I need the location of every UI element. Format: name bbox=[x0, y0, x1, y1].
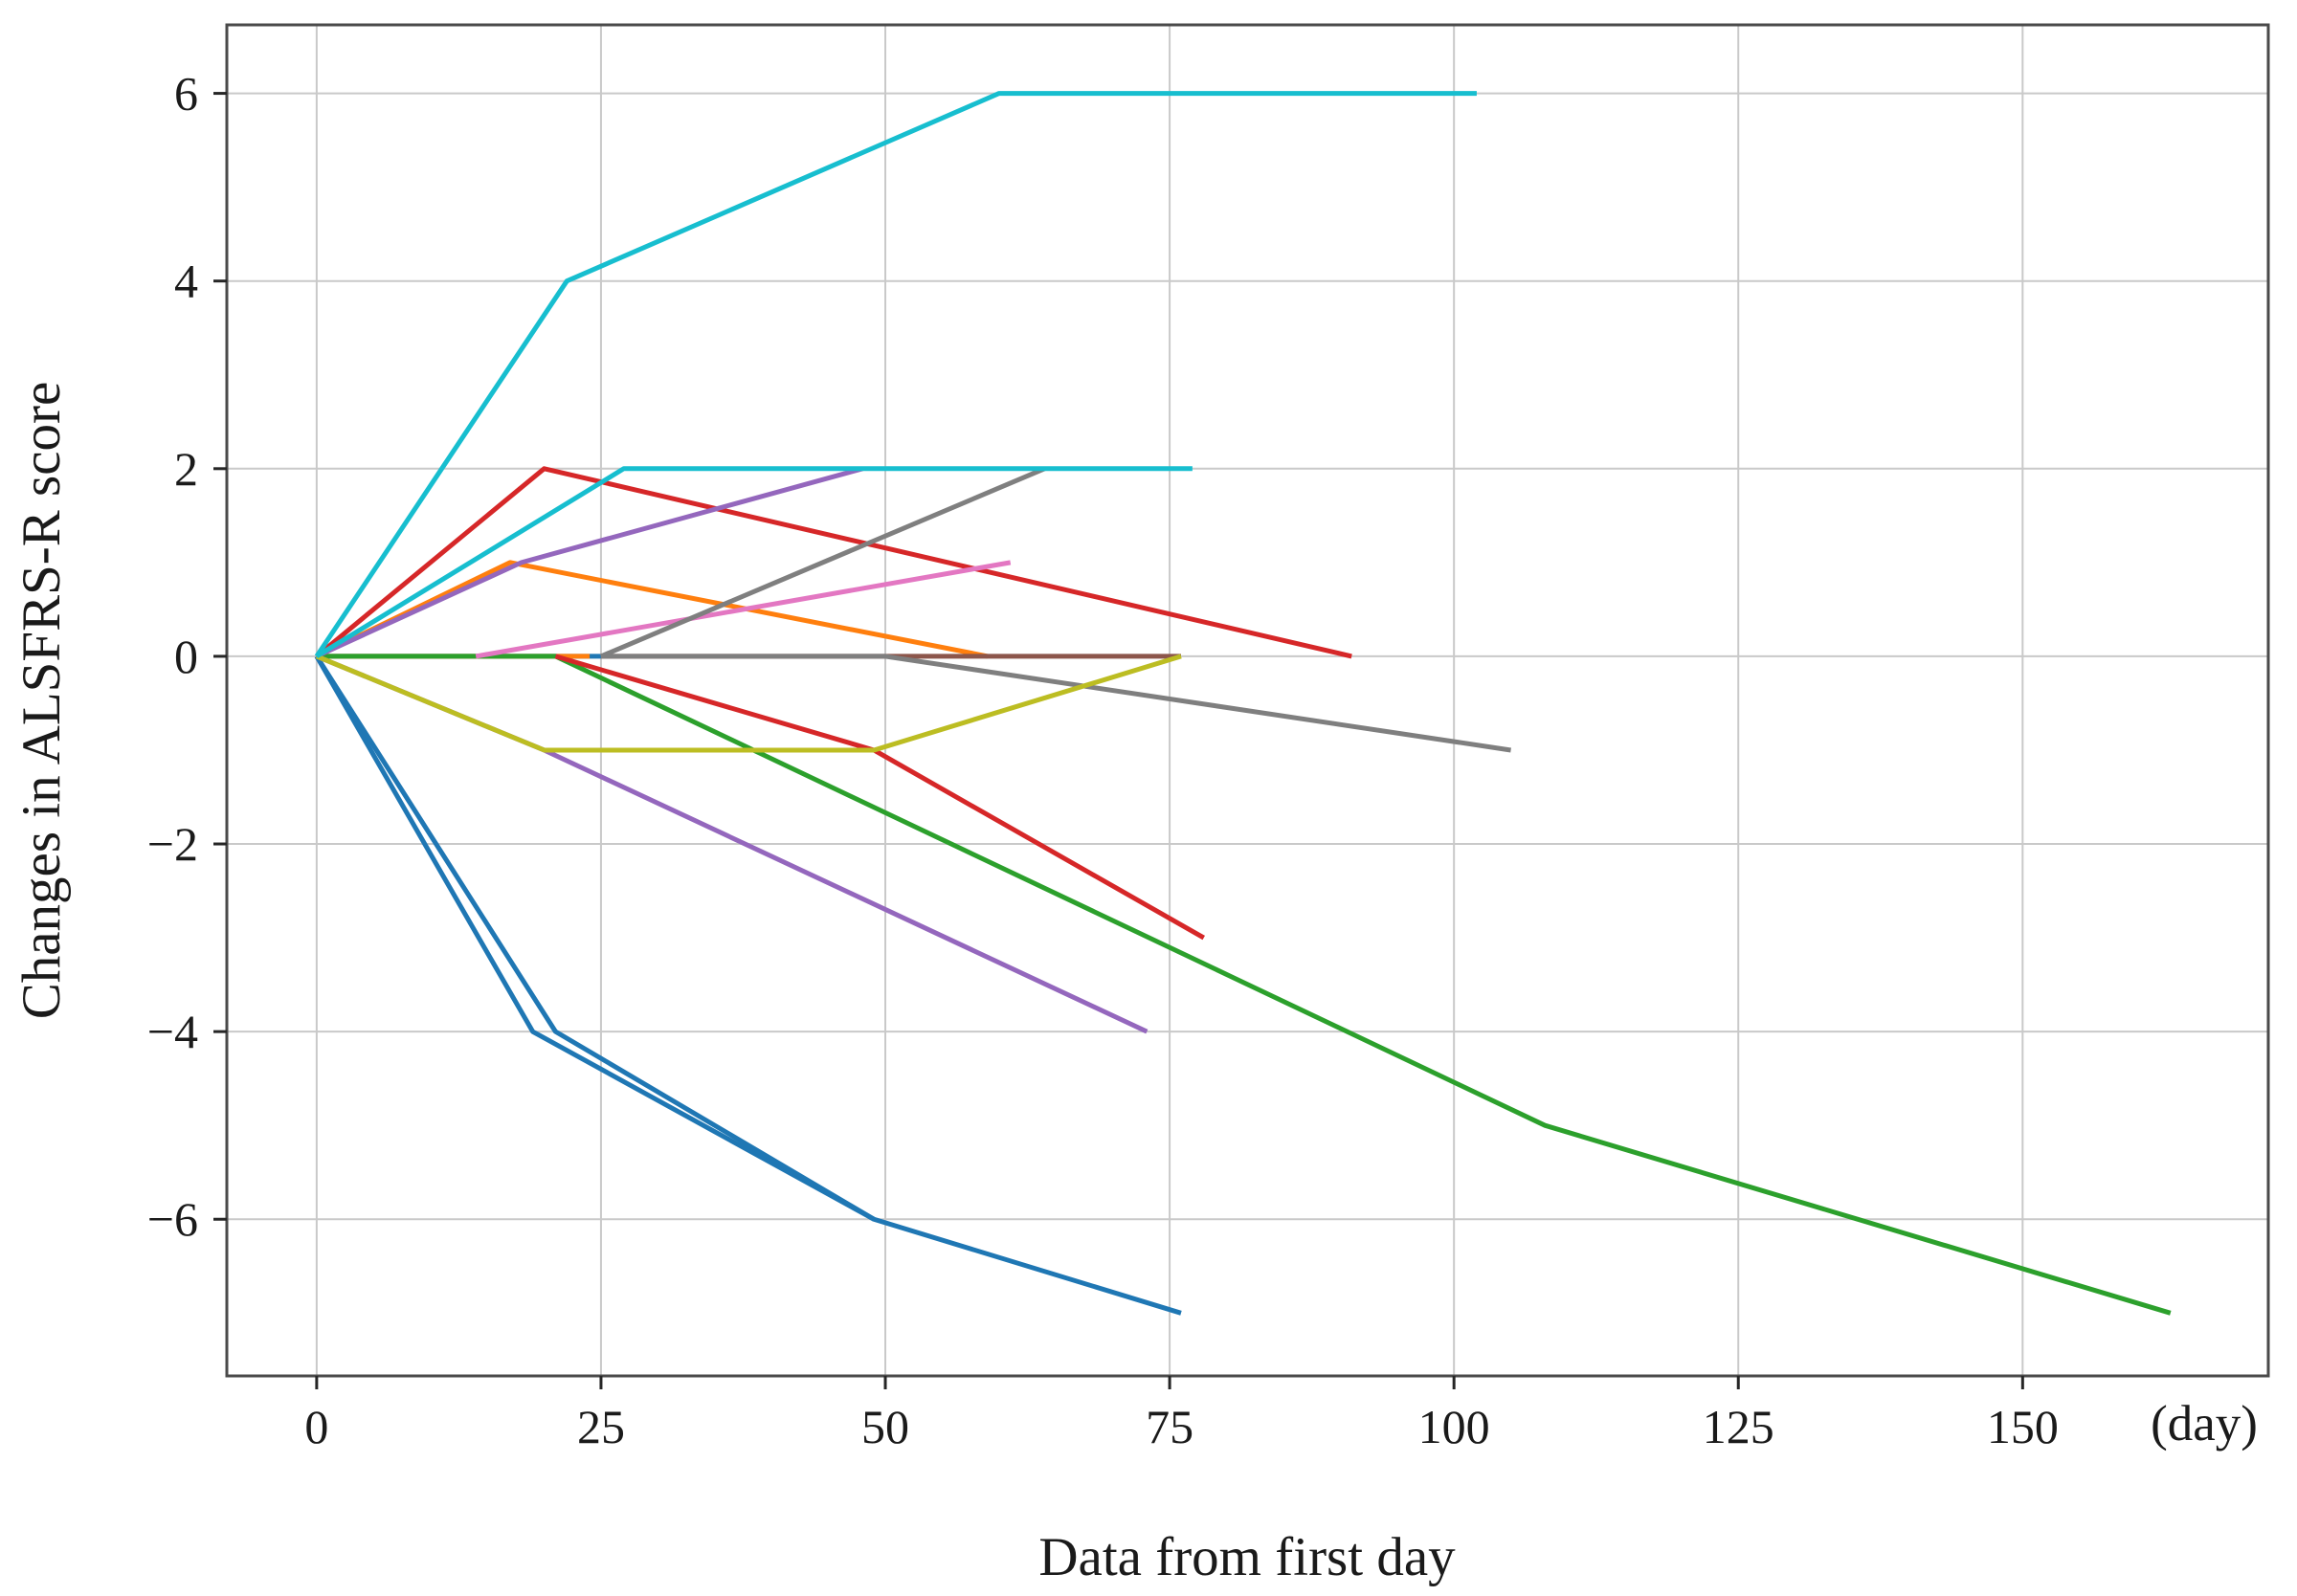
x-tick-label-25: 25 bbox=[577, 1400, 625, 1453]
series-green-a bbox=[316, 654, 2172, 1316]
series-blue-b bbox=[314, 654, 1182, 1316]
x-axis-label: Data from first day bbox=[1038, 1527, 1456, 1587]
x-tick-label-125: 125 bbox=[1703, 1400, 1774, 1453]
plot-border bbox=[225, 23, 2270, 1378]
series-cyan-b bbox=[315, 466, 1193, 659]
series-olive-a bbox=[315, 654, 1182, 753]
x-tick-label-100: 100 bbox=[1418, 1400, 1490, 1453]
y-tick-label-0: 0 bbox=[174, 630, 198, 683]
y-tick-label--2: −2 bbox=[147, 817, 198, 871]
series-pink-a bbox=[475, 560, 1012, 659]
series-red-a bbox=[315, 466, 1352, 659]
axis-ticks bbox=[213, 92, 2024, 1389]
plot-frame bbox=[225, 23, 2270, 1378]
series-purple-a bbox=[315, 466, 863, 659]
x-tick-label-50: 50 bbox=[861, 1400, 909, 1453]
axis-tick-labels: 0 25 50 75 100 125 150 6 4 2 0 −2 −4 −6 bbox=[147, 67, 2059, 1453]
series-cyan-a bbox=[314, 91, 1477, 658]
x-tick-label-75: 75 bbox=[1146, 1400, 1193, 1453]
y-tick-label-2: 2 bbox=[174, 442, 198, 496]
y-axis-label: Changes in ALSFRS-R score bbox=[11, 382, 72, 1020]
x-axis-unit-label: (day) bbox=[2151, 1396, 2258, 1452]
grid-lines bbox=[227, 25, 2268, 1376]
y-tick-label--4: −4 bbox=[147, 1005, 198, 1058]
y-tick-label--6: −6 bbox=[147, 1192, 198, 1246]
data-series-lines bbox=[314, 91, 2172, 1316]
x-tick-label-0: 0 bbox=[304, 1400, 328, 1453]
series-gray-b bbox=[600, 654, 1511, 753]
series-red-b bbox=[554, 654, 1205, 941]
x-tick-label-150: 150 bbox=[1987, 1400, 2059, 1453]
y-tick-label-6: 6 bbox=[174, 67, 198, 121]
y-tick-label-4: 4 bbox=[174, 255, 198, 308]
series-gray-a bbox=[599, 466, 1046, 659]
series-blue-a bbox=[314, 654, 876, 1222]
